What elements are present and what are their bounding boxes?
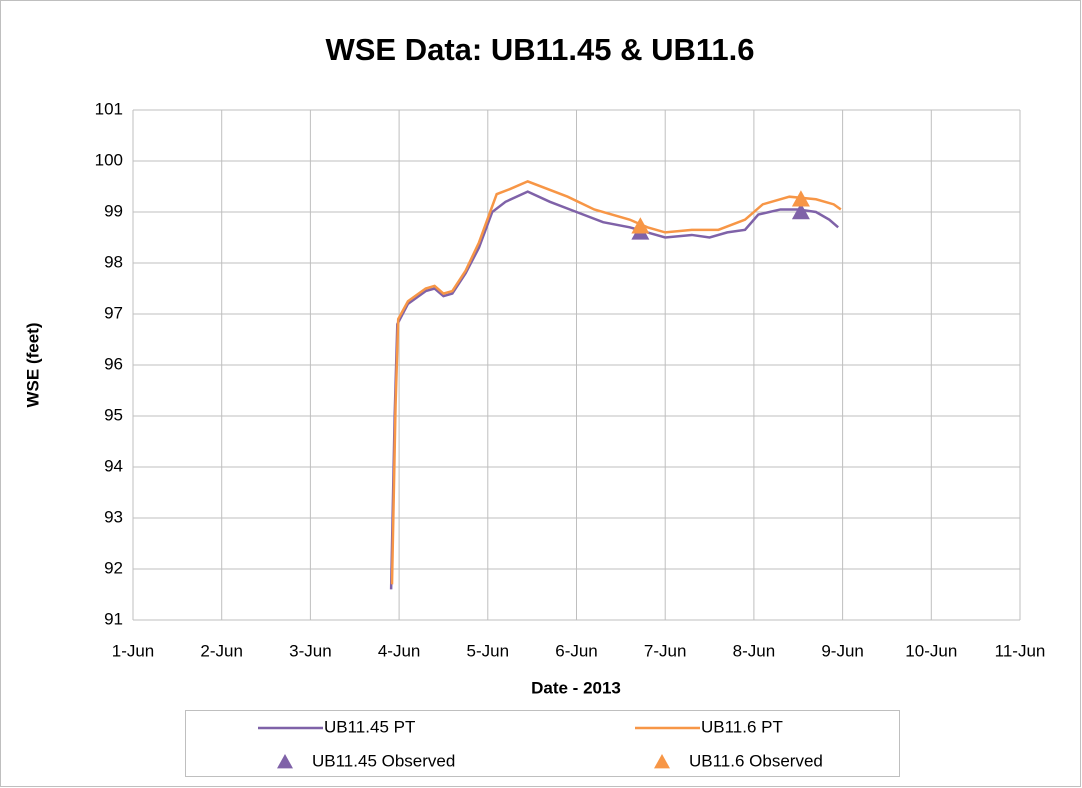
y-tick-label: 99 [104, 201, 123, 220]
x-tick-label: 1-Jun [112, 641, 155, 660]
data-line [390, 180, 842, 585]
data-line [389, 190, 839, 590]
legend-label: UB11.6 PT [701, 717, 783, 736]
y-tick-label: 91 [104, 609, 123, 628]
legend-swatch [654, 754, 670, 769]
x-tick-label: 5-Jun [467, 641, 510, 660]
legend-label: UB11.45 Observed [312, 751, 455, 770]
y-tick-label: 97 [104, 303, 123, 322]
legend-label: UB11.45 PT [324, 717, 415, 736]
y-tick-label: 94 [104, 456, 123, 475]
x-tick-label: 6-Jun [555, 641, 598, 660]
x-tick-label: 7-Jun [644, 641, 687, 660]
legend-swatch [277, 754, 293, 769]
legend-box [185, 710, 900, 777]
data-point [631, 217, 650, 234]
data-point [791, 190, 810, 207]
y-tick-label: 101 [95, 99, 123, 118]
y-tick-label: 95 [104, 405, 123, 424]
x-tick-label: 9-Jun [821, 641, 864, 660]
x-tick-label: 11-Jun [995, 641, 1046, 660]
x-axis-label: Date - 2013 [531, 678, 621, 697]
y-tick-label: 100 [95, 150, 123, 169]
y-tick-label: 92 [104, 558, 123, 577]
x-tick-label: 3-Jun [289, 641, 332, 660]
y-tick-label: 93 [104, 507, 123, 526]
x-tick-label: 8-Jun [733, 641, 776, 660]
x-tick-label: 10-Jun [905, 641, 957, 660]
data-point [791, 203, 810, 220]
x-tick-label: 4-Jun [378, 641, 421, 660]
legend-label: UB11.6 Observed [689, 751, 823, 770]
x-tick-label: 2-Jun [200, 641, 243, 660]
y-axis-label: WSE (feet) [23, 323, 42, 408]
y-tick-label: 96 [104, 354, 123, 373]
y-tick-label: 98 [104, 252, 123, 271]
chart-title: WSE Data: UB11.45 & UB11.6 [325, 32, 754, 67]
